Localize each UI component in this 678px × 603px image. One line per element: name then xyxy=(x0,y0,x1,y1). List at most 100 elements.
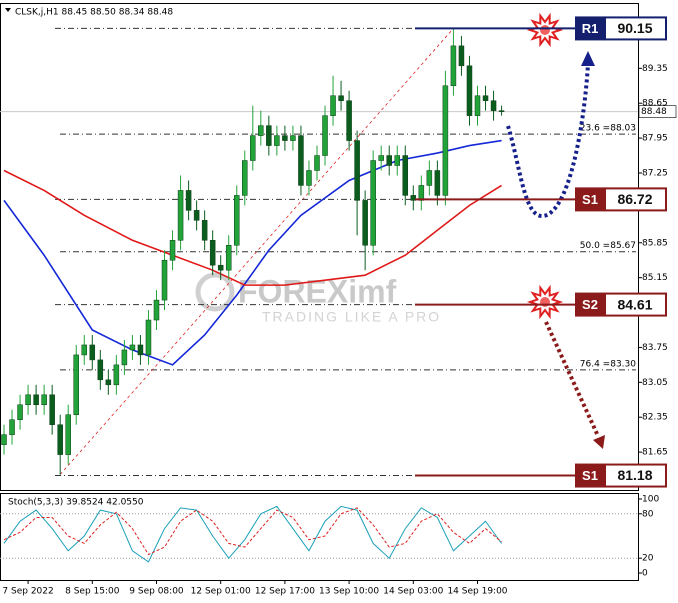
x-tick-label: 14 Sep 19:00 xyxy=(447,587,507,597)
level-tag xyxy=(575,463,605,488)
osc-tick-label: 0 xyxy=(642,569,648,579)
candle-body xyxy=(185,190,192,211)
y-tick-label: 83.05 xyxy=(642,378,668,388)
candle-body xyxy=(153,299,160,321)
candle-body xyxy=(426,170,433,186)
candle-body xyxy=(201,220,208,241)
candle-body xyxy=(418,185,425,201)
candle-body xyxy=(193,210,200,221)
candle-body xyxy=(258,125,264,136)
candle-body xyxy=(57,424,63,455)
menu-arrow xyxy=(5,8,11,12)
candle-body xyxy=(330,95,336,116)
y-tick-label: 85.15 xyxy=(642,273,668,283)
fib-label: 50.0 =85.67 xyxy=(580,241,636,251)
x-tick-label: 12 Sep 17:00 xyxy=(255,587,315,597)
forecast-up xyxy=(506,63,590,219)
candle-body xyxy=(282,135,288,141)
level-tag xyxy=(575,16,605,41)
stoch-line xyxy=(3,507,502,556)
candle-body xyxy=(250,135,256,161)
candle-body xyxy=(394,155,400,166)
candle-body xyxy=(65,414,71,455)
last-price-label: 88.48 xyxy=(641,107,667,117)
candle-body xyxy=(458,45,465,67)
candle-body xyxy=(410,195,417,201)
candle-body xyxy=(89,344,96,361)
x-tick-label: 12 Sep 01:00 xyxy=(191,587,251,597)
level-label: R1 xyxy=(582,21,599,36)
candle-body xyxy=(137,344,144,356)
candle-body xyxy=(314,155,320,171)
candle-body xyxy=(402,155,409,196)
oscillator-title: Stoch(5,3,3) 39.8524 42.0550 xyxy=(8,498,144,508)
candle-body xyxy=(9,419,15,435)
candle-body xyxy=(121,349,128,366)
x-tick-label: 14 Sep 03:00 xyxy=(383,587,443,597)
candle-body xyxy=(73,354,79,415)
forecast-down-head xyxy=(593,435,605,449)
candle-body xyxy=(129,344,136,351)
candle-body xyxy=(1,434,7,445)
level-value: 90.15 xyxy=(617,20,652,36)
fib-label: 23.6 =88.03 xyxy=(580,124,636,134)
candle-body xyxy=(105,379,112,386)
last-price-box xyxy=(638,105,677,118)
osc-tick-label: 100 xyxy=(642,495,659,505)
level-tag xyxy=(575,187,605,212)
candle-body xyxy=(33,394,39,406)
y-tick-label: 83.75 xyxy=(642,343,668,353)
level-value-box xyxy=(604,16,667,41)
candle-body xyxy=(242,160,248,196)
y-tick-label: 89.35 xyxy=(642,64,668,74)
candle-body xyxy=(386,155,392,166)
candle-body xyxy=(233,195,240,246)
candle-body xyxy=(474,95,481,116)
candle-body xyxy=(354,140,360,201)
forecast-up-head xyxy=(581,51,595,66)
candle-body xyxy=(290,135,296,141)
candle-body xyxy=(306,170,312,186)
candle-body xyxy=(498,110,505,112)
starburst-core xyxy=(540,25,550,35)
watermark-logo xyxy=(195,272,235,312)
candle-body xyxy=(169,240,176,261)
candle-body xyxy=(217,264,224,271)
stoch-line xyxy=(3,505,502,563)
level-value-box xyxy=(604,187,667,212)
y-tick-label: 87.95 xyxy=(642,134,668,144)
candle-body xyxy=(161,259,168,301)
candle-body xyxy=(49,394,55,425)
x-tick-label: 8 Sep 15:00 xyxy=(65,587,120,597)
osc-tick-label: 20 xyxy=(642,554,654,564)
chart-title: CLSK,j,H1 88.45 88.50 88.34 88.48 xyxy=(15,8,173,18)
moving-average xyxy=(3,169,502,286)
level-value: 86.72 xyxy=(617,191,652,207)
y-tick-label: 85.85 xyxy=(642,238,668,248)
y-tick-label: 82.35 xyxy=(642,413,668,423)
watermark-tagline: TRADING LIKE A PRO xyxy=(262,309,441,325)
candle-body xyxy=(17,404,23,420)
level-value: 84.61 xyxy=(617,296,652,312)
candle-body xyxy=(322,115,328,156)
fib-label: 76.4 =83.30 xyxy=(580,359,636,369)
moving-average xyxy=(3,139,502,366)
candle-body xyxy=(25,394,31,406)
candle-body xyxy=(362,200,368,246)
candle-body xyxy=(490,100,497,111)
candle-body xyxy=(145,319,152,356)
candle-body xyxy=(466,65,473,116)
main-panel xyxy=(0,3,639,491)
level-value: 81.18 xyxy=(617,467,652,483)
candle-body xyxy=(338,95,344,101)
y-tick-label: 81.65 xyxy=(642,448,668,458)
candle-body xyxy=(434,170,441,196)
candle-body xyxy=(97,359,104,381)
candle-body xyxy=(370,160,376,246)
x-tick-label: 9 Sep 08:00 xyxy=(129,587,184,597)
level-tag xyxy=(575,292,605,317)
candle-body xyxy=(209,240,216,266)
level-label: S1 xyxy=(582,192,598,207)
candle-body xyxy=(81,344,88,356)
